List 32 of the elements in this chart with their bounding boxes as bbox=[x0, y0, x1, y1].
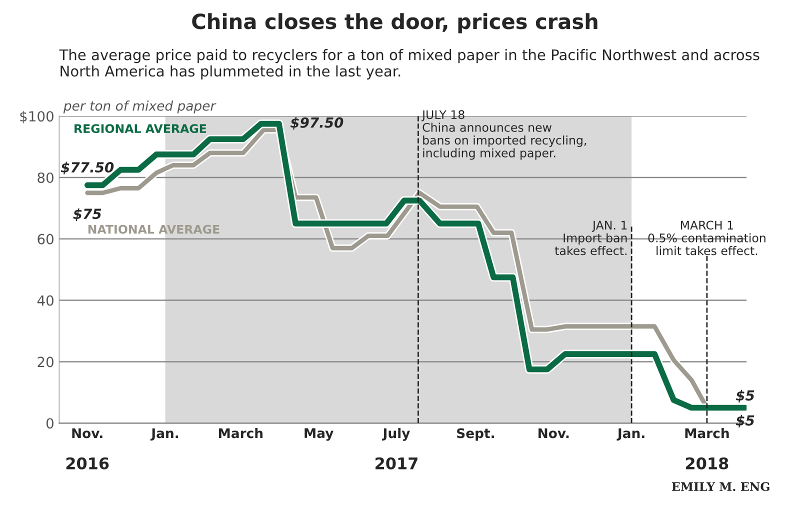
annotation: $97.50 bbox=[290, 117, 344, 130]
y-tick-label: 0 bbox=[46, 418, 54, 429]
text: NATIONAL AVERAGE bbox=[88, 224, 220, 234]
ref-line-label: JAN. 1 Import ban takes effect. bbox=[554, 220, 627, 256]
chart-title: China closes the door, prices crash bbox=[192, 13, 598, 34]
x-tick-label: Sept. bbox=[457, 428, 494, 441]
y-tick-label: 80 bbox=[38, 172, 54, 183]
annotation: $77.50 bbox=[60, 162, 114, 174]
y-tick-label: 40 bbox=[37, 295, 54, 306]
x-tick-label: March bbox=[218, 428, 262, 438]
y-tick-label: 60 bbox=[38, 234, 54, 244]
x-tick-label: Jan. bbox=[616, 428, 644, 441]
text: EMILY M. ENG bbox=[672, 482, 770, 492]
annotation: $75 bbox=[73, 208, 102, 221]
y-tick-label: $100 bbox=[20, 110, 54, 124]
y-axis-title: per ton of mixed paper bbox=[63, 100, 216, 114]
x-tick-label: Jan. bbox=[150, 428, 178, 441]
annotation: $5 bbox=[736, 390, 754, 403]
ref-line-label: JULY 18 China announces new bans on imported recycling, including mixed paper. bbox=[421, 110, 586, 160]
text: 2017 bbox=[376, 457, 418, 470]
x-tick-label: Nov. bbox=[538, 428, 569, 438]
series-label: REGIONAL AVERAGE bbox=[74, 124, 206, 134]
x-tick-label: Nov. bbox=[72, 428, 102, 438]
ref-line-label: MARCH 1 0.5% contamination limit takes effect. bbox=[648, 220, 766, 256]
x-tick-label: March bbox=[685, 428, 729, 438]
text: 2018 bbox=[686, 457, 728, 470]
x-tick-label: July bbox=[382, 428, 410, 441]
text: 2016 bbox=[66, 457, 109, 470]
annotation: $5 bbox=[736, 414, 754, 428]
x-tick-label: May bbox=[304, 428, 334, 441]
y-tick-label: 20 bbox=[38, 356, 54, 368]
chart-subtitle: The average price paid to recyclers for a ton of mixed paper in the Pacific Northwest and across North America has plummeted in the last year. bbox=[59, 49, 760, 80]
